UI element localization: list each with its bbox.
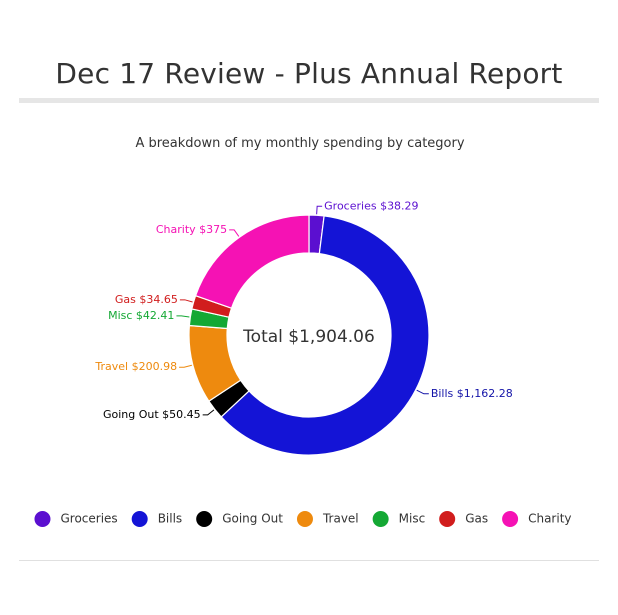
bottom-divider xyxy=(19,560,599,561)
data-label-misc: Misc $42.41 xyxy=(108,309,174,322)
donut-slices xyxy=(188,214,430,456)
leader-line-travel xyxy=(179,364,192,368)
legend-item-gas[interactable]: Gas xyxy=(439,511,488,527)
data-label-travel: Travel $200.98 xyxy=(94,360,177,373)
center-total: Total $1,904.06 xyxy=(242,327,375,347)
legend-swatch-misc xyxy=(372,511,389,527)
legend-label-misc: Misc xyxy=(399,512,426,526)
data-label-bills: Bills $1,162.28 xyxy=(431,387,513,400)
leader-line-gas xyxy=(179,299,193,303)
data-label-going-out: Going Out $50.45 xyxy=(103,408,201,421)
legend-item-going-out[interactable]: Going Out xyxy=(196,511,283,527)
data-label-gas: Gas $34.65 xyxy=(115,293,178,306)
leader-line-misc xyxy=(176,315,190,318)
page-title: Dec 17 Review - Plus Annual Report xyxy=(55,57,563,90)
data-label-groceries: Groceries $38.29 xyxy=(324,199,418,212)
legend-swatch-going-out xyxy=(196,511,213,527)
legend-label-travel: Travel xyxy=(322,512,359,526)
legend-label-groceries: Groceries xyxy=(60,512,117,526)
legend[interactable]: Groceries Bills Going Out Travel Misc Gas Char… xyxy=(34,511,572,527)
legend-label-bills: Bills xyxy=(158,512,183,526)
legend-item-charity[interactable]: Charity xyxy=(502,511,572,527)
legend-label-charity: Charity xyxy=(528,512,571,526)
leader-line-charity xyxy=(229,229,240,237)
legend-swatch-gas xyxy=(439,511,456,527)
legend-swatch-bills xyxy=(131,511,148,527)
data-label-charity: Charity $375 xyxy=(156,223,227,236)
legend-item-misc[interactable]: Misc xyxy=(372,511,426,527)
slice-labels: Groceries $38.29 Bills $1,162.28 Going Out… xyxy=(94,199,512,421)
slice-charity[interactable] xyxy=(194,214,310,309)
legend-item-travel[interactable]: Travel xyxy=(296,511,359,527)
legend-item-groceries[interactable]: Groceries xyxy=(34,511,118,527)
legend-swatch-charity xyxy=(502,511,519,527)
legend-label-going-out: Going Out xyxy=(222,512,283,526)
slice-bills[interactable] xyxy=(220,215,430,456)
chart-subtitle: A breakdown of my monthly spending by ca… xyxy=(135,136,465,151)
leader-line-going-out xyxy=(202,409,215,416)
legend-swatch-travel xyxy=(296,511,313,527)
legend-item-bills[interactable]: Bills xyxy=(131,511,183,527)
legend-swatch-groceries xyxy=(34,511,51,527)
legend-label-gas: Gas xyxy=(465,512,488,526)
leader-line-groceries xyxy=(316,205,323,215)
leader-line-bills xyxy=(416,389,429,395)
title-divider xyxy=(19,98,599,103)
